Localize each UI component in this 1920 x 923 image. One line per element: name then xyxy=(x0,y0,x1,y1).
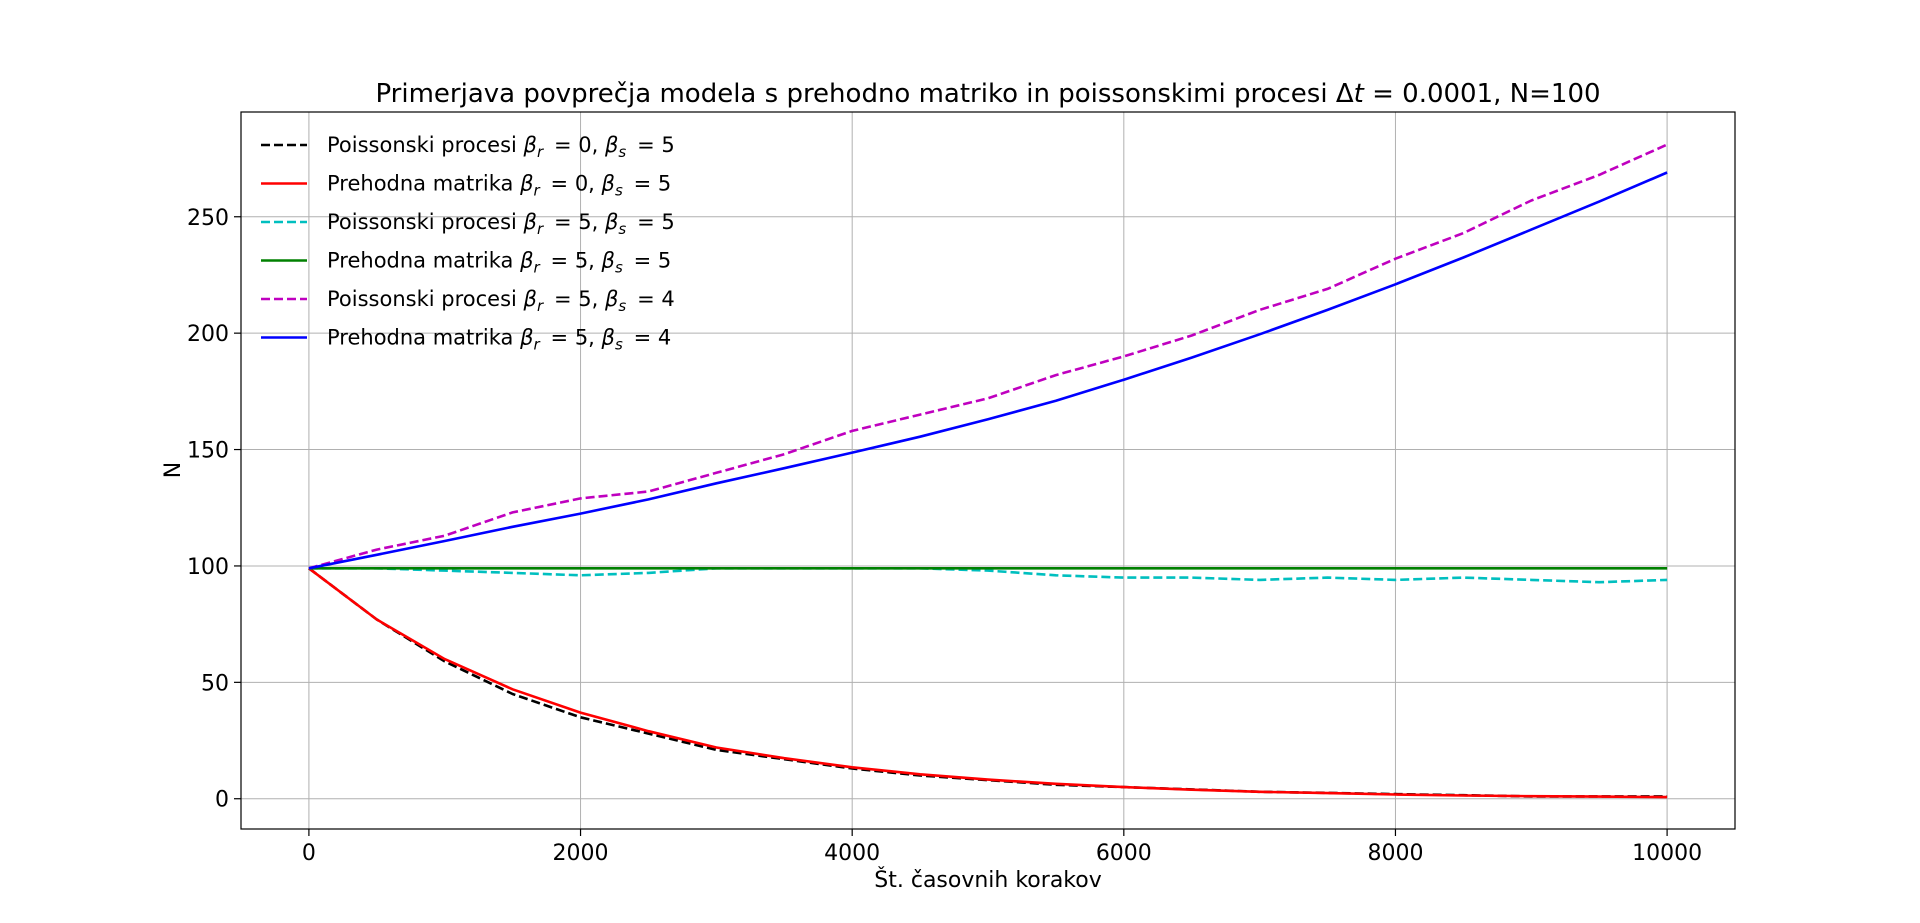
y-tick-label: 0 xyxy=(215,788,229,813)
y-tick-label: 100 xyxy=(187,555,229,580)
y-tick-label: 150 xyxy=(187,439,229,464)
y-tick-label: 50 xyxy=(201,671,229,696)
chart-title: Primerjava povprečja modela s prehodno m… xyxy=(375,79,1600,109)
x-tick-label: 2000 xyxy=(553,841,609,866)
legend-label-5: Poissonski procesi βr = 5, βs = 4 xyxy=(327,287,675,315)
x-tick-label: 8000 xyxy=(1367,841,1423,866)
plot-frame xyxy=(240,111,1736,830)
axis-ticks: 0 2000 4000 6000 8000 10000 0 50 100 150 200 250 xyxy=(187,206,1702,866)
y-tick-label: 250 xyxy=(187,206,229,231)
x-tick-label: 4000 xyxy=(824,841,880,866)
x-tick-label: 10000 xyxy=(1632,841,1702,866)
legend: Poissonski procesi βr = 0, βs = 5 Prehodn… xyxy=(261,133,675,354)
x-axis-label: Št. časovnih korakov xyxy=(874,867,1101,893)
y-tick-label: 200 xyxy=(187,322,229,347)
legend-label-6: Prehodna matrika βr = 5, βs = 4 xyxy=(327,326,671,354)
series-lines xyxy=(308,143,1668,799)
x-tick-label: 6000 xyxy=(1096,841,1152,866)
grid-lines xyxy=(241,112,1735,829)
y-axis-label: N xyxy=(161,462,186,478)
series-line-6 xyxy=(308,171,1668,570)
legend-label-4: Prehodna matrika βr = 5, βs = 5 xyxy=(327,249,671,277)
series-line-3 xyxy=(308,566,1668,584)
legend-label-1: Poissonski procesi βr = 0, βs = 5 xyxy=(327,133,675,161)
x-tick-label: 0 xyxy=(302,841,316,866)
legend-label-3: Poissonski procesi βr = 5, βs = 5 xyxy=(327,210,675,238)
series-line-2 xyxy=(308,567,1668,799)
legend-label-2: Prehodna matrika βr = 0, βs = 5 xyxy=(327,172,671,200)
series-line-5 xyxy=(308,143,1668,570)
